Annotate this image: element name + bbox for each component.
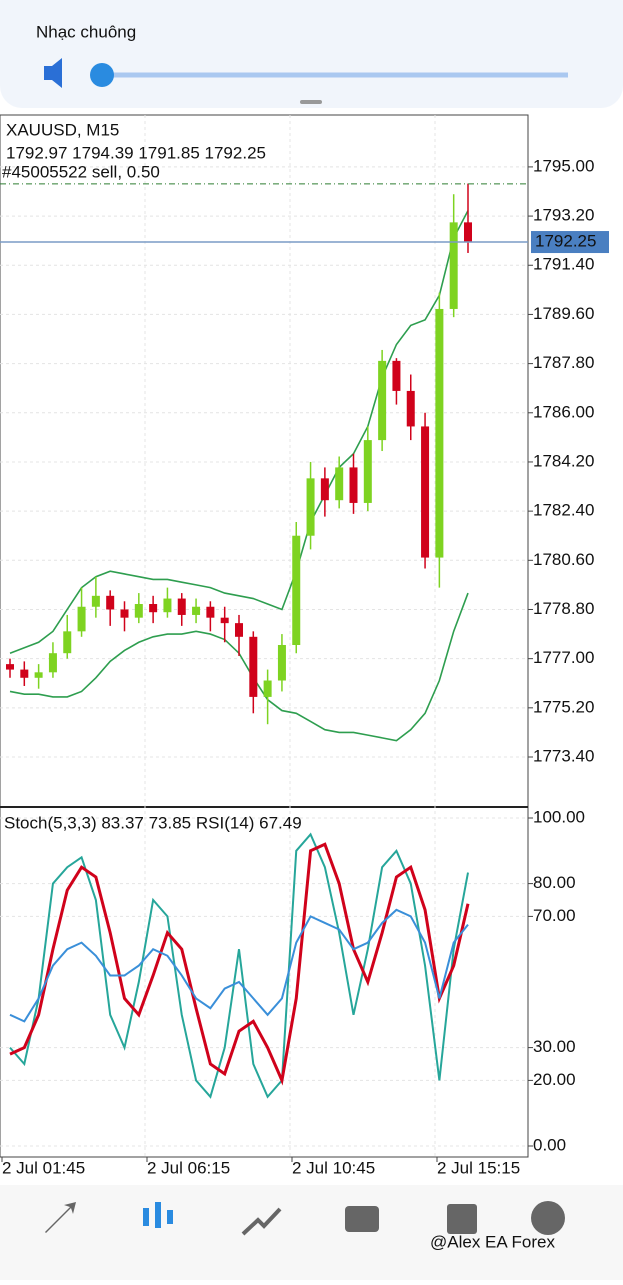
candle-body xyxy=(406,390,415,427)
candle-body xyxy=(63,631,72,654)
candle-body xyxy=(120,609,129,618)
news-tab[interactable] xyxy=(447,1204,477,1234)
candle-body xyxy=(177,598,186,615)
y-tick-label: 1786.00 xyxy=(533,402,594,421)
candle-body xyxy=(20,669,29,678)
x-tick-label: 2 Jul 06:15 xyxy=(147,1158,230,1177)
y-tick-label: 1795.00 xyxy=(533,156,594,175)
y-tick-label: 1791.40 xyxy=(533,255,594,274)
y-tick-label: 30.00 xyxy=(533,1037,576,1056)
candle-body xyxy=(34,672,43,678)
candle-body xyxy=(277,644,286,681)
y-tick-label: 1793.20 xyxy=(533,206,594,225)
quotes-tab[interactable] xyxy=(45,1202,76,1233)
y-tick-label: 0.00 xyxy=(533,1135,566,1154)
ohlc: 1792.97 1794.39 1791.85 1792.25 xyxy=(6,143,266,162)
candle-body xyxy=(306,478,315,536)
candle-body xyxy=(249,636,258,697)
y-tick-label: 1778.80 xyxy=(533,599,594,618)
candle-body xyxy=(77,606,86,632)
band-upper xyxy=(9,210,469,654)
y-tick-label: 1780.60 xyxy=(533,550,594,569)
watermark: @Alex EA Forex xyxy=(430,1232,555,1251)
x-tick-label: 2 Jul 15:15 xyxy=(437,1158,520,1177)
candle-body xyxy=(435,308,444,558)
y-tick-label: 1775.20 xyxy=(533,697,594,716)
candle-body xyxy=(235,623,243,637)
symbol-title: XAUUSD, M15 xyxy=(6,120,119,139)
panel-handle[interactable] xyxy=(300,100,322,104)
candle-body xyxy=(378,360,387,441)
y-tick-label: 1773.40 xyxy=(533,746,594,765)
order-label: #45005522 sell, 0.50 xyxy=(2,162,160,181)
volume-title: Nhạc chuông xyxy=(36,22,136,41)
y-tick-label: 1789.60 xyxy=(533,304,594,323)
y-tick-label: 20.00 xyxy=(533,1070,576,1089)
candle-body xyxy=(206,606,215,618)
chart-frame xyxy=(0,114,529,1158)
x-tick-label: 2 Jul 01:45 xyxy=(2,1158,85,1177)
indicator-line xyxy=(9,908,469,1023)
candle-body xyxy=(220,617,229,624)
candle-body xyxy=(48,653,57,673)
mute-icon[interactable] xyxy=(44,58,62,88)
chart-tab[interactable] xyxy=(143,1202,173,1228)
x-tick-label: 2 Jul 10:45 xyxy=(292,1158,375,1177)
bottom-nav xyxy=(0,1185,623,1280)
candle-body xyxy=(464,222,472,243)
candle-body xyxy=(335,467,344,501)
candle-body xyxy=(91,595,100,607)
candle-body xyxy=(392,360,401,391)
candle-body xyxy=(449,222,458,309)
y-tick-label: 1787.80 xyxy=(533,353,594,372)
messages-tab[interactable] xyxy=(531,1201,565,1235)
candle-body xyxy=(163,598,172,613)
candle-body xyxy=(134,604,143,618)
candle-body xyxy=(421,426,430,558)
y-tick-label: 80.00 xyxy=(533,873,576,892)
nav-icons xyxy=(45,1201,565,1236)
candle-body xyxy=(263,680,272,697)
y-tick-label: 1782.40 xyxy=(533,501,594,520)
indicator-line xyxy=(9,842,470,1086)
candle-body xyxy=(292,535,301,645)
candle-body xyxy=(149,604,158,613)
candle-body xyxy=(363,440,372,503)
trade-tab[interactable] xyxy=(241,1207,282,1236)
candle-body xyxy=(192,606,201,615)
candle-body xyxy=(320,478,329,501)
candle-body xyxy=(6,664,14,670)
indicator-title: Stoch(5,3,3) 83.37 73.85 RSI(14) 67.49 xyxy=(4,813,302,832)
y-tick-label: 100.00 xyxy=(533,807,585,826)
volume-thumb[interactable] xyxy=(90,63,114,87)
history-tab[interactable] xyxy=(345,1206,379,1232)
y-tick-label: 70.00 xyxy=(533,906,576,925)
candle-body xyxy=(106,595,115,610)
volume-panel xyxy=(0,0,623,108)
last-price-tag xyxy=(531,231,609,254)
y-tick-label: 1777.00 xyxy=(533,648,594,667)
candle-body xyxy=(349,467,358,503)
y-tick-label: 1784.20 xyxy=(533,451,594,470)
last-price-label: 1792.25 xyxy=(535,232,596,251)
